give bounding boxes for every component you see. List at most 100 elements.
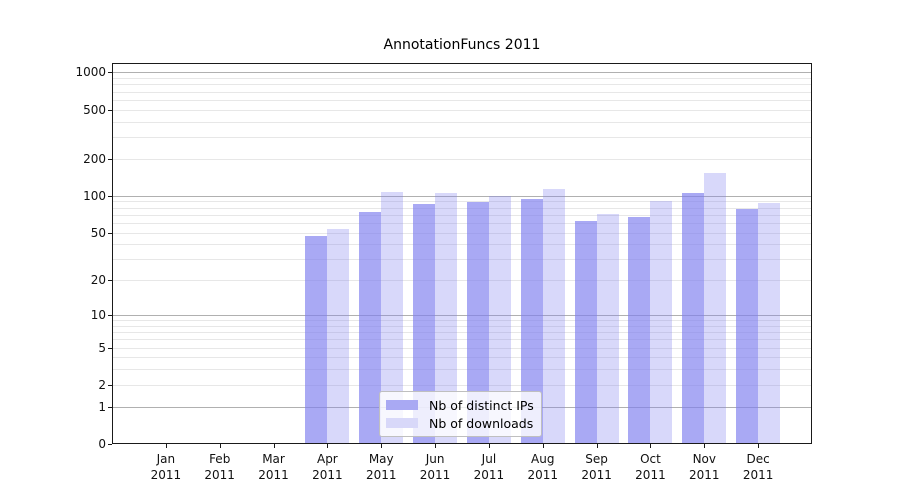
bar-distinct-ips-oct (628, 217, 651, 444)
y-tick-label-100: 100 (83, 188, 106, 203)
x-tick-jul (489, 444, 490, 448)
legend-item-distinct-ips: Nb of distinct IPs (386, 397, 534, 413)
x-label-month: Jul (481, 452, 497, 466)
bar-downloads-jul (488, 196, 511, 444)
x-tick-feb (220, 444, 221, 448)
gridline-800 (112, 83, 812, 85)
gridline-30 (112, 258, 812, 260)
gridline-80 (112, 207, 812, 209)
y-tick-label-20: 20 (90, 273, 106, 288)
x-tick-label-aug: Aug 2011 (517, 451, 569, 483)
y-tick-1000 (108, 71, 112, 73)
bars-layer (112, 63, 812, 444)
bar-distinct-ips-aug (520, 199, 543, 444)
gridline-6 (112, 338, 812, 340)
y-tick-1 (108, 406, 112, 408)
x-tick-may (381, 444, 382, 448)
y-tick-500 (108, 109, 112, 111)
gridlines-layer (112, 63, 812, 444)
x-tick-label-nov: Nov 2011 (678, 451, 730, 483)
x-label-year: 2011 (527, 468, 559, 482)
y-tick-100 (108, 195, 112, 197)
x-label-year: 2011 (473, 468, 505, 482)
x-label-year: 2011 (312, 468, 343, 482)
y-tick-50 (108, 232, 112, 234)
x-tick-label-jun: Jun 2011 (409, 451, 461, 483)
gridline-900 (112, 77, 812, 79)
gridline-500 (112, 109, 812, 111)
y-tick-2 (108, 384, 112, 386)
bar-distinct-ips-apr (305, 235, 328, 444)
x-label-year: 2011 (150, 468, 182, 482)
x-tick-jan (166, 444, 167, 448)
x-tick-sep (597, 444, 598, 448)
bar-distinct-ips-may (359, 212, 382, 444)
bar-downloads-apr (327, 229, 350, 444)
bar-distinct-ips-sep (574, 221, 597, 444)
x-tick-label-dec: Dec 2011 (732, 451, 784, 483)
y-tick-5 (108, 347, 112, 349)
legend-swatch-distinct-ips (386, 400, 418, 410)
x-tick-jun (435, 444, 436, 448)
bar-downloads-aug (542, 188, 565, 444)
x-tick-label-oct: Oct 2011 (624, 451, 676, 483)
x-label-year: 2011 (419, 468, 451, 482)
x-tick-dec (758, 444, 759, 448)
gridline-20 (112, 279, 812, 281)
gridline-60 (112, 222, 812, 224)
x-label-year: 2011 (258, 468, 289, 482)
gridline-2 (112, 384, 812, 386)
x-tick-aug (543, 444, 544, 448)
bar-distinct-ips-jul (466, 201, 489, 444)
x-label-month: Jan (156, 452, 176, 466)
y-tick-label-10: 10 (90, 308, 106, 323)
spine-top (112, 63, 812, 64)
spine-left (112, 63, 113, 444)
gridline-1000 (112, 71, 812, 73)
gridline-4 (112, 356, 812, 358)
y-tick-label-0: 0 (98, 437, 106, 451)
x-label-month: Sep (585, 452, 608, 466)
x-label-year: 2011 (635, 468, 666, 482)
gridline-70 (112, 214, 812, 216)
gridline-3 (112, 368, 812, 370)
y-tick-label-500: 500 (83, 102, 106, 117)
y-tick-label-2: 2 (98, 377, 106, 392)
y-tick-0 (108, 443, 112, 445)
bar-downloads-jun (435, 193, 458, 444)
x-label-year: 2011 (204, 468, 235, 482)
plot-area: Nb of distinct IPs Nb of downloads (112, 63, 812, 444)
x-label-month: Mar (262, 452, 285, 466)
y-tick-label-50: 50 (90, 225, 106, 240)
x-tick-apr (327, 444, 328, 448)
x-label-year: 2011 (581, 468, 612, 482)
x-label-year: 2011 (689, 468, 720, 482)
x-label-month: Aug (531, 452, 555, 466)
gridline-300 (112, 136, 812, 138)
gridline-5 (112, 347, 812, 349)
x-tick-mar (274, 444, 275, 448)
gridline-400 (112, 121, 812, 123)
legend: Nb of distinct IPs Nb of downloads (379, 391, 542, 437)
x-tick-label-apr: Apr 2011 (301, 451, 353, 483)
gridline-7 (112, 331, 812, 333)
bar-downloads-dec (758, 203, 781, 444)
chart-title: AnnotationFuncs 2011 (383, 37, 541, 53)
x-label-month: Oct (640, 452, 661, 466)
x-label-year: 2011 (742, 468, 774, 482)
x-label-month: Apr (316, 452, 338, 466)
gridline-700 (112, 91, 812, 93)
x-label-month: Dec (746, 452, 770, 466)
bar-distinct-ips-dec (736, 208, 759, 444)
gridline-9 (112, 319, 812, 321)
legend-label-downloads: Nb of downloads (429, 415, 534, 431)
x-label-month: Nov (692, 452, 716, 466)
spine-bottom (112, 443, 812, 444)
gridline-8 (112, 325, 812, 327)
bar-distinct-ips-nov (682, 193, 705, 444)
x-tick-label-mar: Mar 2011 (248, 451, 300, 483)
x-label-month: Feb (209, 452, 231, 466)
gridline-90 (112, 200, 812, 202)
bar-downloads-nov (704, 173, 727, 444)
y-tick-20 (108, 279, 112, 281)
